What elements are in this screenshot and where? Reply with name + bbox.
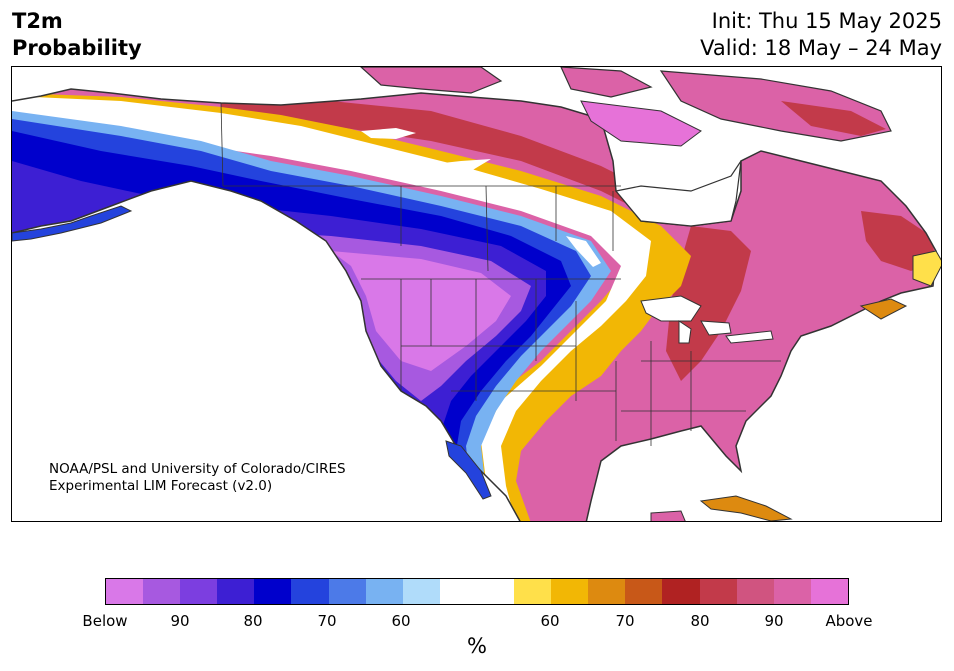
- colorbar-tick-label: 90: [170, 612, 190, 630]
- colorbar-segment: [365, 579, 403, 604]
- colorbar-segment: [662, 579, 700, 604]
- colorbar-segment: [402, 579, 440, 604]
- colorbar-tick-label: Below: [82, 612, 128, 630]
- credit-text: NOAA/PSL and University of Colorado/CIRE…: [49, 461, 346, 495]
- colorbar-segment: [291, 579, 329, 604]
- colorbar-unit: %: [467, 634, 487, 658]
- colorbar-tick-label: 70: [317, 612, 337, 630]
- colorbar-segment: [106, 579, 144, 604]
- date-info: Init: Thu 15 May 2025 Valid: 18 May – 24…: [700, 8, 942, 62]
- colorbar-segment: [439, 579, 477, 604]
- colorbar-segment: [254, 579, 292, 604]
- colorbar-segment: [143, 579, 181, 604]
- colorbar-segment: [476, 579, 515, 604]
- colorbar: [105, 578, 849, 605]
- colorbar-tick-label: Above: [825, 612, 873, 630]
- valid-range: Valid: 18 May – 24 May: [700, 36, 942, 60]
- colorbar-tick-label: 80: [243, 612, 263, 630]
- colorbar-segment: [551, 579, 589, 604]
- forecast-map: [11, 66, 942, 522]
- init-date: Init: Thu 15 May 2025: [711, 9, 942, 33]
- colorbar-segment: [625, 579, 663, 604]
- colorbar-segment: [180, 579, 218, 604]
- map-title: T2m Probability: [12, 8, 142, 62]
- colorbar-segment: [736, 579, 774, 604]
- colorbar-tick-label: 70: [615, 612, 635, 630]
- colorbar-segment: [699, 579, 737, 604]
- colorbar-tick-label: 80: [690, 612, 710, 630]
- colorbar-segment: [514, 579, 552, 604]
- colorbar-segment: [328, 579, 366, 604]
- credit-line1: NOAA/PSL and University of Colorado/CIRE…: [49, 461, 346, 477]
- colorbar-tick-label: 60: [391, 612, 411, 630]
- title-line2: Probability: [12, 36, 142, 60]
- credit-line2: Experimental LIM Forecast (v2.0): [49, 478, 273, 494]
- colorbar-segment: [217, 579, 255, 604]
- colorbar-tick-label: 60: [540, 612, 560, 630]
- title-line1: T2m: [12, 9, 63, 33]
- colorbar-segment: [588, 579, 626, 604]
- colorbar-tick-label: 90: [764, 612, 784, 630]
- colorbar-segment: [773, 579, 811, 604]
- probability-map-svg: [12, 67, 941, 521]
- political-borders: [220, 102, 781, 446]
- colorbar-segment: [810, 579, 848, 604]
